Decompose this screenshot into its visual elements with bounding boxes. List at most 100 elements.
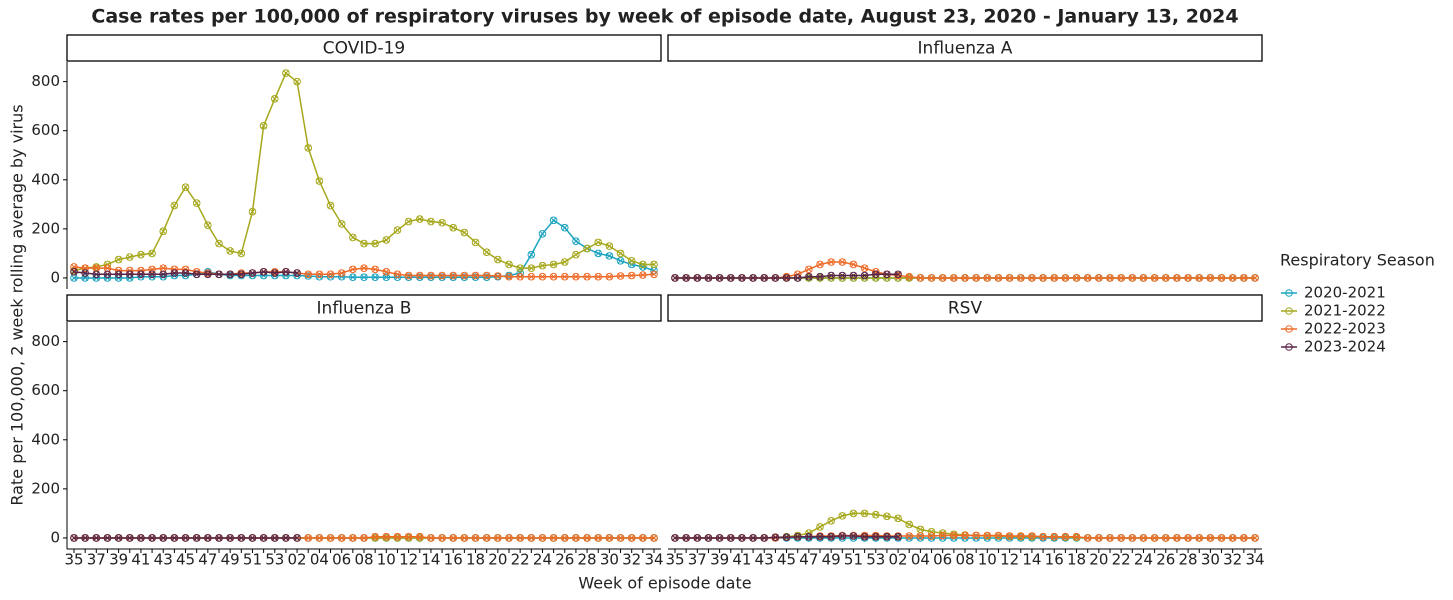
marker-circle bbox=[1061, 274, 1070, 282]
marker-circle bbox=[1150, 534, 1159, 542]
point-marker bbox=[226, 247, 234, 255]
marker-circle bbox=[471, 238, 480, 247]
x-tick-label: 06 bbox=[933, 551, 952, 569]
point-marker bbox=[1106, 534, 1114, 542]
point-marker bbox=[92, 270, 101, 279]
series-line bbox=[73, 71, 654, 272]
marker-circle bbox=[1161, 274, 1170, 282]
marker-circle bbox=[505, 260, 513, 269]
marker-circle bbox=[793, 274, 802, 282]
marker-cross bbox=[293, 78, 301, 85]
marker-cross bbox=[950, 532, 957, 539]
marker-circle bbox=[393, 532, 402, 541]
marker-circle bbox=[270, 95, 279, 103]
marker-cross bbox=[416, 272, 423, 279]
point-marker bbox=[1161, 534, 1170, 542]
point-marker bbox=[404, 217, 413, 226]
marker-circle bbox=[527, 272, 536, 281]
x-tick-label: 26 bbox=[555, 551, 574, 569]
marker-cross bbox=[561, 224, 568, 231]
marker-circle bbox=[983, 274, 992, 282]
marker-cross bbox=[705, 534, 712, 542]
point-marker bbox=[816, 532, 824, 541]
point-marker bbox=[204, 270, 212, 279]
marker-cross bbox=[293, 534, 301, 542]
marker-circle bbox=[905, 532, 914, 540]
point-marker bbox=[1139, 534, 1148, 542]
marker-cross bbox=[694, 534, 701, 542]
point-marker bbox=[860, 274, 869, 282]
point-marker bbox=[427, 534, 435, 542]
marker-circle bbox=[315, 534, 324, 542]
point-marker bbox=[460, 271, 469, 280]
point-marker bbox=[505, 272, 513, 281]
marker-circle bbox=[159, 534, 168, 542]
point-marker bbox=[505, 534, 513, 542]
point-marker bbox=[471, 271, 480, 280]
marker-circle bbox=[1083, 534, 1092, 542]
marker-circle bbox=[760, 534, 769, 542]
marker-circle bbox=[1016, 274, 1025, 282]
marker-cross bbox=[494, 256, 501, 263]
marker-cross bbox=[394, 271, 401, 278]
marker-cross bbox=[1151, 274, 1158, 282]
point-marker bbox=[1228, 534, 1237, 542]
marker-circle bbox=[70, 268, 78, 276]
point-marker bbox=[248, 207, 257, 216]
point-marker bbox=[527, 264, 536, 272]
marker-circle bbox=[650, 534, 658, 542]
marker-circle bbox=[1128, 534, 1137, 542]
x-tick-label: 28 bbox=[1179, 551, 1198, 569]
x-tick-label: 08 bbox=[354, 551, 373, 569]
marker-cross bbox=[137, 271, 145, 278]
marker-circle bbox=[516, 264, 524, 272]
marker-circle bbox=[349, 273, 357, 282]
marker-circle bbox=[226, 534, 234, 542]
point-marker bbox=[527, 272, 536, 281]
marker-cross bbox=[561, 258, 568, 266]
marker-circle bbox=[248, 271, 257, 280]
point-marker bbox=[1083, 534, 1092, 542]
point-marker bbox=[616, 272, 625, 280]
marker-circle bbox=[726, 534, 735, 542]
facet-title: Influenza A bbox=[918, 39, 1013, 59]
marker-cross bbox=[595, 239, 602, 246]
marker-cross bbox=[227, 271, 234, 278]
marker-cross bbox=[950, 274, 957, 282]
marker-circle bbox=[871, 532, 880, 541]
point-marker bbox=[70, 534, 78, 542]
y-tick-label: 200 bbox=[31, 219, 60, 237]
point-marker bbox=[393, 270, 402, 279]
point-marker bbox=[337, 220, 346, 228]
marker-cross bbox=[383, 274, 390, 281]
marker-circle bbox=[538, 534, 547, 542]
marker-cross bbox=[472, 272, 479, 279]
point-marker bbox=[860, 532, 869, 541]
marker-circle bbox=[950, 274, 958, 282]
marker-cross bbox=[861, 264, 868, 272]
marker-cross bbox=[383, 236, 390, 244]
marker-circle bbox=[471, 271, 480, 280]
marker-cross bbox=[1117, 274, 1125, 282]
marker-cross bbox=[338, 534, 345, 542]
marker-circle bbox=[326, 534, 335, 542]
marker-cross bbox=[316, 177, 323, 185]
marker-cross bbox=[1140, 534, 1147, 542]
point-marker bbox=[438, 534, 446, 542]
point-marker bbox=[92, 534, 101, 542]
marker-cross bbox=[249, 534, 256, 542]
marker-cross bbox=[617, 534, 624, 542]
marker-cross bbox=[260, 122, 267, 129]
marker-circle bbox=[639, 534, 647, 542]
marker-circle bbox=[527, 534, 536, 542]
point-marker bbox=[349, 534, 357, 542]
marker-cross bbox=[160, 271, 167, 278]
marker-cross bbox=[394, 226, 401, 234]
marker-cross bbox=[126, 534, 133, 542]
marker-cross bbox=[327, 271, 334, 278]
point-marker bbox=[1240, 534, 1248, 542]
marker-cross bbox=[282, 268, 290, 275]
point-marker bbox=[682, 274, 690, 282]
point-marker bbox=[1061, 532, 1070, 541]
marker-circle bbox=[927, 532, 936, 540]
